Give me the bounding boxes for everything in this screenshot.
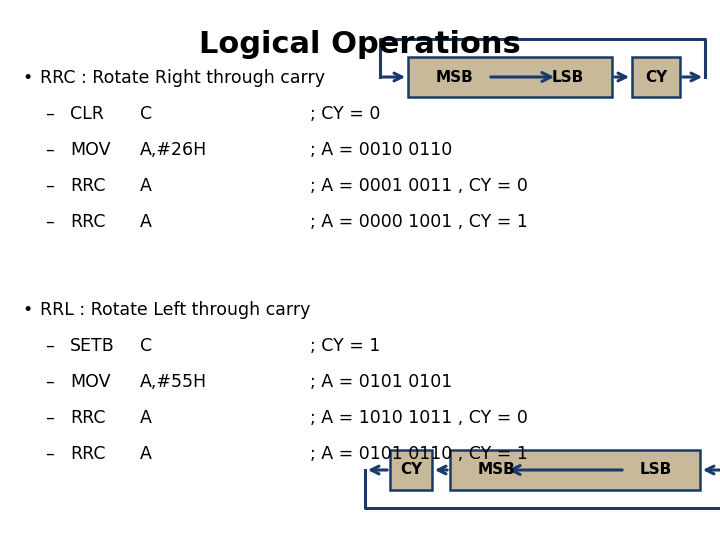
Text: A: A	[140, 177, 152, 195]
Text: ; A = 1010 1011 , CY = 0: ; A = 1010 1011 , CY = 0	[310, 409, 528, 427]
Text: RRL : Rotate Left through carry: RRL : Rotate Left through carry	[40, 301, 310, 319]
Text: MSB: MSB	[478, 462, 516, 477]
Text: •: •	[22, 301, 32, 319]
Text: –: –	[45, 141, 54, 159]
Text: MOV: MOV	[70, 373, 110, 391]
Text: MOV: MOV	[70, 141, 110, 159]
Text: ; A = 0000 1001 , CY = 1: ; A = 0000 1001 , CY = 1	[310, 213, 528, 231]
Text: –: –	[45, 213, 54, 231]
Text: RRC : Rotate Right through carry: RRC : Rotate Right through carry	[40, 69, 325, 87]
Text: ; A = 0010 0110: ; A = 0010 0110	[310, 141, 452, 159]
Text: CLR: CLR	[70, 105, 104, 123]
Bar	[390, 450, 432, 490]
Text: RRC: RRC	[70, 177, 106, 195]
Text: C: C	[140, 105, 152, 123]
Bar	[632, 57, 680, 97]
Text: –: –	[45, 177, 54, 195]
Text: A: A	[140, 445, 152, 463]
Text: –: –	[45, 337, 54, 355]
Text: CY: CY	[400, 462, 422, 477]
Text: –: –	[45, 445, 54, 463]
Text: Logical Operations: Logical Operations	[199, 30, 521, 59]
Text: ; CY = 0: ; CY = 0	[310, 105, 380, 123]
Text: ; A = 0001 0011 , CY = 0: ; A = 0001 0011 , CY = 0	[310, 177, 528, 195]
Text: C: C	[140, 337, 152, 355]
Bar	[408, 57, 612, 97]
Text: A,#26H: A,#26H	[140, 141, 207, 159]
Text: CY: CY	[645, 70, 667, 84]
Text: •: •	[22, 69, 32, 87]
Bar	[450, 450, 700, 490]
Text: ; CY = 1: ; CY = 1	[310, 337, 380, 355]
Text: ; A = 0101 0110 , CY = 1: ; A = 0101 0110 , CY = 1	[310, 445, 528, 463]
Text: RRC: RRC	[70, 409, 106, 427]
Text: A: A	[140, 213, 152, 231]
Text: MSB: MSB	[436, 70, 474, 84]
Text: A,#55H: A,#55H	[140, 373, 207, 391]
Text: –: –	[45, 409, 54, 427]
Text: SETB: SETB	[70, 337, 114, 355]
Text: LSB: LSB	[640, 462, 672, 477]
Text: A: A	[140, 409, 152, 427]
Text: –: –	[45, 105, 54, 123]
Text: LSB: LSB	[552, 70, 584, 84]
Text: ; A = 0101 0101: ; A = 0101 0101	[310, 373, 452, 391]
Text: –: –	[45, 373, 54, 391]
Text: RRC: RRC	[70, 213, 106, 231]
Text: RRC: RRC	[70, 445, 106, 463]
